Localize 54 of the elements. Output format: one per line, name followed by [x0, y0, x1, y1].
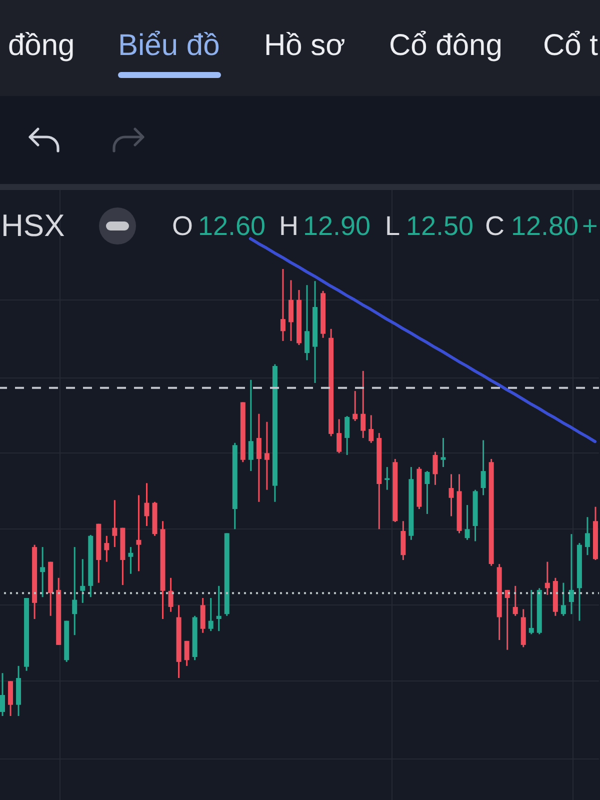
candlestick: [384, 466, 390, 491]
candlestick: [512, 585, 518, 617]
text: +: [582, 211, 598, 241]
candlestick: [128, 546, 134, 575]
text: 12.50: [406, 211, 474, 241]
candlestick: [264, 421, 270, 491]
candlestick: [80, 558, 86, 604]
candlestick: [168, 577, 174, 613]
candlestick: [464, 504, 470, 541]
candlestick: [448, 473, 454, 517]
candlestick: [432, 451, 438, 486]
candlestick: [304, 284, 310, 361]
candlestick: [280, 268, 286, 342]
candlestick: [136, 494, 142, 572]
candlestick: [248, 379, 254, 472]
text: Biểu đồ: [118, 29, 220, 62]
text: 12.60: [198, 211, 266, 241]
candlestick: [8, 680, 14, 717]
candlestick: [368, 414, 374, 444]
candlestick: [424, 470, 430, 515]
candlestick: [440, 437, 446, 468]
candlestick: [144, 482, 150, 527]
candlestick: [200, 597, 206, 634]
text: HSX: [1, 208, 66, 243]
text: Hồ sơ: [264, 29, 346, 62]
candlestick: [544, 561, 550, 596]
text: C: [485, 211, 504, 241]
candlestick: [360, 370, 366, 439]
candlestick: [560, 582, 566, 617]
text: Cổ t: [543, 29, 599, 62]
candlestick: [40, 546, 46, 598]
candlestick: [184, 640, 190, 667]
candlestick: [112, 499, 118, 548]
candlestick: [104, 535, 110, 563]
candlestick: [568, 533, 574, 615]
text: L: [385, 211, 400, 241]
candlestick: [72, 546, 78, 636]
text: 12.80: [511, 211, 579, 241]
candlestick: [336, 418, 342, 454]
candlestick: [352, 390, 358, 422]
candlestick: [528, 589, 534, 635]
candlestick: [256, 413, 262, 503]
candlestick: [584, 516, 590, 556]
candlestick: [216, 585, 222, 632]
candlestick: [480, 439, 486, 496]
candlestick: [288, 279, 294, 342]
candlestick: [344, 415, 350, 456]
text: 12.90: [303, 211, 371, 241]
candlestick: [208, 597, 214, 632]
text: O: [172, 211, 194, 241]
text: đồng: [8, 29, 75, 62]
candlestick: [0, 672, 5, 717]
text: H: [279, 211, 298, 241]
text: Cổ đông: [389, 29, 502, 62]
